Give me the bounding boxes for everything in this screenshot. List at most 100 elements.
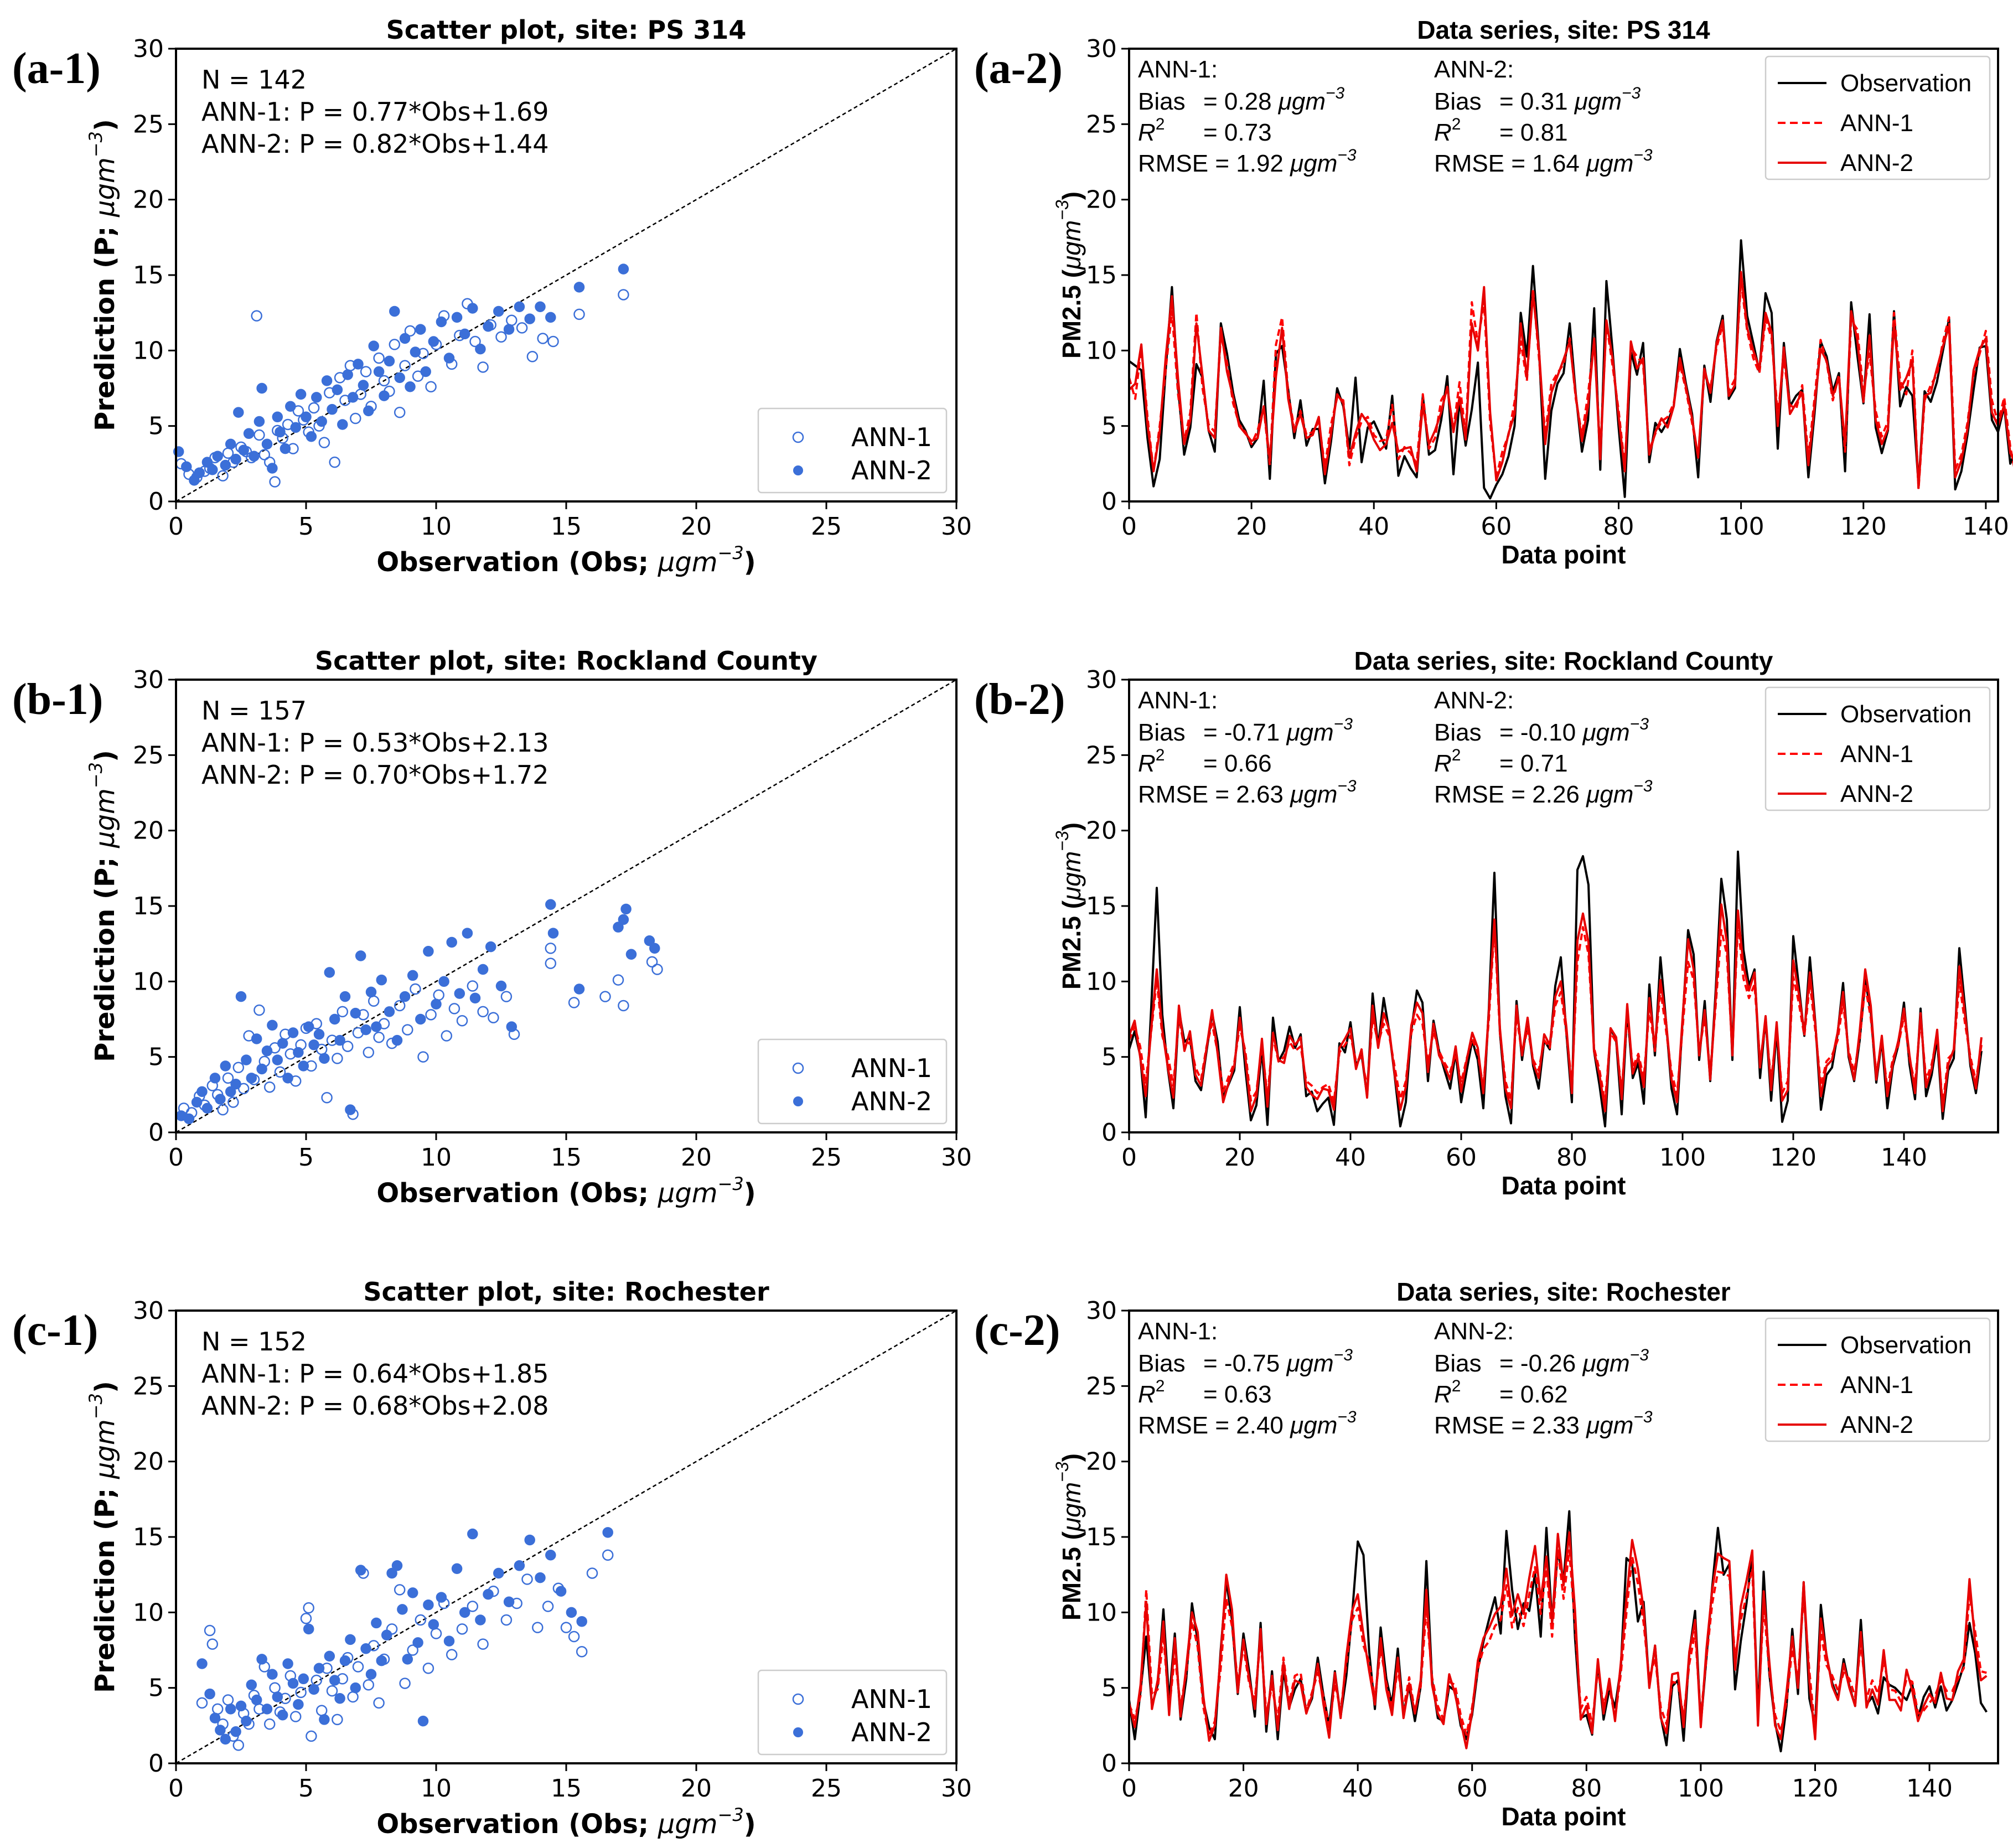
scatter-point-ann1 — [326, 1685, 338, 1697]
y-axis-label-text: PM2.5 ( — [1057, 1531, 1086, 1621]
legend-label: ANN-2 — [851, 1717, 932, 1747]
scatter-point-ann2 — [649, 943, 660, 954]
scatter-point-ann1 — [618, 1000, 629, 1012]
legend-box — [1764, 1317, 1991, 1442]
scatter-point-ann1 — [410, 983, 421, 995]
scatter-point-ann2 — [469, 992, 481, 1004]
stats-model: ANN-1: — [1138, 1318, 1218, 1345]
scatter-point-ann2 — [207, 464, 218, 475]
scatter-point-ann1 — [612, 974, 624, 986]
stats-bias-value: = -0.26 — [1499, 1350, 1582, 1377]
scatter-point-ann1 — [332, 1053, 343, 1064]
legend-label: ANN-1 — [1840, 1371, 1913, 1399]
scatter-point-ann2 — [261, 438, 273, 450]
scatter-point-ann2 — [353, 359, 364, 370]
y-tick-label: 5 — [148, 1674, 164, 1702]
scatter-point-ann1 — [332, 1714, 343, 1726]
scatter-point-ann2 — [410, 346, 421, 358]
one-to-one-line — [175, 48, 957, 503]
x-tick-label: 15 — [551, 1774, 582, 1803]
y-tick-label: 25 — [1086, 110, 1117, 138]
scatter-point-ann1 — [341, 1041, 354, 1052]
scatter-point-ann1 — [433, 989, 444, 1001]
scatter-point-ann2 — [355, 950, 366, 961]
scatter-point-ann1 — [217, 470, 229, 482]
scatter-point-ann1 — [196, 1697, 208, 1709]
stats-r2-value: = 0.62 — [1499, 1381, 1568, 1408]
scatter-point-ann1 — [448, 1003, 460, 1014]
y-axis-unit-exponent: −3 — [85, 762, 106, 788]
scatter-point-ann2 — [298, 1060, 309, 1071]
legend-marker-ann1 — [792, 1062, 804, 1074]
scatter-point-ann1 — [217, 1104, 229, 1116]
y-axis-unit: μgm — [90, 1419, 121, 1479]
legend-label: ANN-1 — [851, 422, 932, 452]
scatter-point-ann1 — [495, 331, 507, 343]
panel-label: (c-1) — [12, 1306, 98, 1355]
scatter-point-ann1 — [227, 1096, 239, 1108]
x-tick-label: 30 — [941, 513, 972, 541]
scatter-point-ann1 — [232, 1062, 245, 1074]
scatter-point-ann1 — [258, 449, 271, 460]
stats-r2-exponent: 2 — [1452, 1377, 1461, 1395]
scatter-point-ann1 — [532, 1622, 544, 1633]
ticks: 0 5 10 15 20 25 30 0 20 40 60 80 100 120 140 — [1086, 1297, 1953, 1803]
x-axis-label-close: ) — [744, 1178, 756, 1209]
panel-c-1: (c-1) Scatter plot, site: Rochester 0 5 10 15… — [12, 1277, 972, 1840]
scatter-point-ann2 — [319, 1714, 330, 1725]
scatter-point-ann2 — [324, 967, 335, 978]
stats-unit-exponent: −3 — [1622, 84, 1641, 102]
scatter-point-ann2 — [412, 1637, 423, 1648]
y-tick-label: 25 — [1086, 741, 1117, 769]
scatter-point-ann1 — [373, 1697, 385, 1709]
x-tick-label: 0 — [1121, 1774, 1137, 1803]
scatter-point-ann2 — [181, 461, 192, 473]
y-tick-label: 15 — [133, 892, 164, 920]
x-tick-label: 80 — [1556, 1143, 1587, 1172]
scatter-point-ann2 — [618, 914, 629, 925]
stats-rmse: RMSE = 1.92 μgm−3 — [1138, 146, 1357, 177]
scatter-point-ann2 — [443, 353, 455, 364]
y-tick-label: 15 — [133, 1523, 164, 1551]
stats-rmse-label: RMSE — [1434, 1412, 1504, 1439]
legend-label: Observation — [1840, 701, 1971, 728]
scatter-point-ann1 — [378, 375, 390, 387]
scatter-point-ann2 — [602, 1527, 613, 1538]
x-tick-label: 0 — [168, 513, 184, 541]
scatter-point-ann2 — [316, 416, 327, 427]
y-tick-label: 20 — [1086, 817, 1117, 845]
scatter-point-ann2 — [345, 1104, 356, 1115]
stats-bias: Bias = -0.26 μgm−3 — [1434, 1346, 1649, 1377]
y-tick-label: 30 — [1086, 35, 1117, 63]
scatter-point-ann1 — [422, 1662, 434, 1674]
x-tick-label: 60 — [1481, 513, 1512, 541]
legend-marker-ann2 — [793, 465, 803, 475]
scatter-point-ann1 — [477, 1638, 489, 1650]
stats-model: ANN-2: — [1434, 56, 1514, 83]
panel-a-2: (a-2)Data series, site: PS 3140510152025… — [974, 15, 2013, 569]
stats-bias: Bias = -0.10 μgm−3 — [1434, 715, 1649, 746]
chart-title: Data series, site: PS 314 — [1417, 15, 1710, 44]
scatter-point-ann2 — [220, 1733, 231, 1745]
scatter-point-ann2 — [319, 1053, 330, 1064]
scatter-point-ann2 — [620, 903, 632, 915]
scatter-point-ann2 — [201, 457, 213, 468]
stats-bias-value: = -0.10 — [1499, 719, 1582, 746]
y-axis-label-close: ) — [90, 750, 121, 762]
scatter-point-ann2 — [379, 390, 390, 401]
scatter-point-ann2 — [573, 983, 585, 995]
x-axis-label: Data point — [1502, 540, 1626, 569]
scatter-point-ann2 — [277, 1709, 288, 1721]
stats-r2: R2 = 0.66 — [1138, 746, 1272, 777]
scatter-point-ann1 — [251, 310, 262, 322]
stats-rmse-label: RMSE — [1138, 1412, 1208, 1439]
scatter-point-ann1 — [204, 1624, 216, 1637]
scatter-point-ann2 — [407, 970, 418, 981]
scatter-point-ann2 — [386, 1567, 397, 1579]
x-tick-label: 15 — [551, 1143, 582, 1172]
scatter-point-ann1 — [318, 437, 330, 448]
scatter-point-ann2 — [282, 1658, 293, 1669]
y-tick-label: 30 — [1086, 1297, 1117, 1325]
